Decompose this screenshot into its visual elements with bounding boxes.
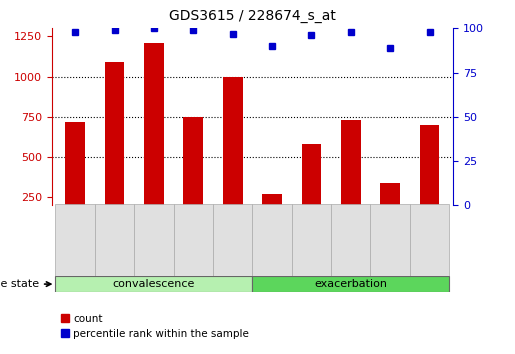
FancyBboxPatch shape xyxy=(331,204,370,276)
Bar xyxy=(262,194,282,238)
FancyBboxPatch shape xyxy=(410,204,449,276)
FancyBboxPatch shape xyxy=(174,204,213,276)
Bar xyxy=(65,122,85,238)
Bar xyxy=(381,183,400,238)
FancyBboxPatch shape xyxy=(95,204,134,276)
Text: GSM401290: GSM401290 xyxy=(267,209,277,268)
FancyBboxPatch shape xyxy=(370,204,410,276)
FancyBboxPatch shape xyxy=(252,204,291,276)
Bar xyxy=(341,120,360,238)
Text: GSM401293: GSM401293 xyxy=(149,209,159,268)
Text: GSM401297: GSM401297 xyxy=(228,209,237,268)
FancyBboxPatch shape xyxy=(291,204,331,276)
Title: GDS3615 / 228674_s_at: GDS3615 / 228674_s_at xyxy=(169,9,336,23)
Text: disease state: disease state xyxy=(0,279,51,289)
Text: GSM401296: GSM401296 xyxy=(385,209,395,268)
FancyBboxPatch shape xyxy=(213,204,252,276)
Text: GSM401294: GSM401294 xyxy=(346,209,356,268)
Text: GSM401289: GSM401289 xyxy=(70,209,80,268)
FancyBboxPatch shape xyxy=(134,204,174,276)
Text: GSM401295: GSM401295 xyxy=(188,209,198,268)
Bar xyxy=(144,43,164,238)
FancyBboxPatch shape xyxy=(252,276,449,292)
Bar xyxy=(420,125,439,238)
Text: GSM401291: GSM401291 xyxy=(110,209,119,268)
Text: GSM401292: GSM401292 xyxy=(306,209,316,268)
Bar xyxy=(183,117,203,238)
Bar xyxy=(223,76,243,238)
Bar xyxy=(302,144,321,238)
FancyBboxPatch shape xyxy=(56,204,95,276)
Bar xyxy=(105,62,124,238)
FancyBboxPatch shape xyxy=(56,276,252,292)
Text: convalescence: convalescence xyxy=(113,279,195,289)
Text: GSM401298: GSM401298 xyxy=(424,209,435,268)
Legend: count, percentile rank within the sample: count, percentile rank within the sample xyxy=(57,310,253,343)
Text: exacerbation: exacerbation xyxy=(314,279,387,289)
